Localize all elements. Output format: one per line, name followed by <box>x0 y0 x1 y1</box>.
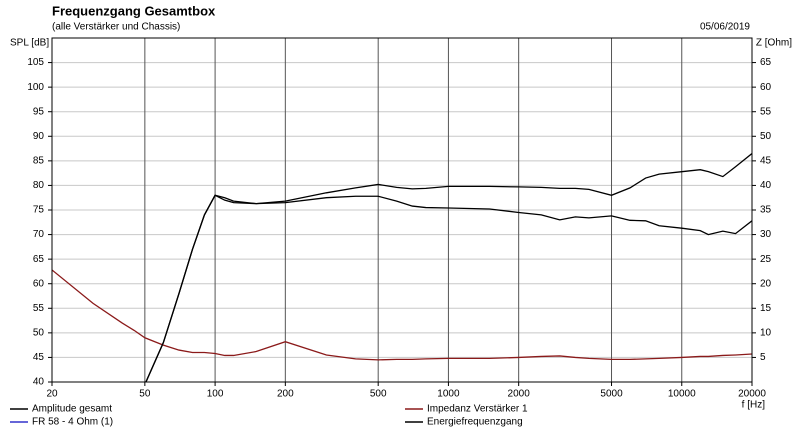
x-tick-label: 100 <box>207 389 224 400</box>
y2-tick-label: 55 <box>760 106 772 117</box>
x-tick-label: 10000 <box>668 389 696 400</box>
x-tick-label: 20000 <box>738 389 766 400</box>
y-tick-label: 60 <box>33 278 45 289</box>
chart-date: 05/06/2019 <box>700 22 750 33</box>
y-tick-label: 65 <box>33 254 45 265</box>
y-tick-label: 80 <box>33 180 45 191</box>
y-tick-label: 95 <box>33 106 45 117</box>
legend-label: FR 58 - 4 Ohm (1) <box>32 417 113 428</box>
legend-label: Energiefrequenzgang <box>427 417 523 428</box>
y2-tick-label: 20 <box>760 278 772 289</box>
x-tick-label: 2000 <box>508 389 531 400</box>
series-line <box>52 269 752 361</box>
chart-title: Frequenzgang Gesamtbox <box>52 3 216 18</box>
y2-tick-label: 35 <box>760 205 772 216</box>
y-tick-label: 105 <box>27 57 44 68</box>
x-axis-label: f [Hz] <box>742 400 766 411</box>
y2-tick-label: 60 <box>760 82 772 93</box>
y-tick-label: 50 <box>33 327 45 338</box>
y-tick-label: 75 <box>33 205 45 216</box>
y2-tick-label: 65 <box>760 57 772 68</box>
series-line <box>145 194 752 382</box>
y2-tick-label: 25 <box>760 254 772 265</box>
x-tick-label: 5000 <box>600 389 623 400</box>
y2-tick-label: 30 <box>760 229 772 240</box>
y-tick-label: 55 <box>33 303 45 314</box>
y2-tick-label: 50 <box>760 131 772 142</box>
y-tick-label: 90 <box>33 131 45 142</box>
y2-tick-label: 45 <box>760 155 772 166</box>
x-tick-label: 20 <box>46 389 58 400</box>
x-tick-label: 500 <box>370 389 387 400</box>
y-tick-label: 40 <box>33 377 45 388</box>
legend: Amplitude gesamt Impedanz Verstärker 1 FR … <box>10 404 528 428</box>
y2-tick-label: 10 <box>760 327 772 338</box>
y-tick-label: 70 <box>33 229 45 240</box>
y-tick-label: 100 <box>27 82 44 93</box>
y2-tick-label: 5 <box>760 352 766 363</box>
grid: 40 45 50 55 60 65 70 75 80 85 90 95 100 105 5 10 15 20 25 3… <box>27 38 772 400</box>
y-tick-label: 45 <box>33 352 45 363</box>
y-axis-label: SPL [dB] <box>10 38 49 49</box>
plot-frame <box>51 37 753 383</box>
chart-subtitle: (alle Verstärker und Chassis) <box>52 22 180 33</box>
series-line <box>145 152 752 382</box>
y2-tick-label: 15 <box>760 303 772 314</box>
x-tick-label: 50 <box>139 389 151 400</box>
x-tick-label: 200 <box>277 389 294 400</box>
y2-axis-label: Z [Ohm] <box>756 38 792 49</box>
y-tick-label: 85 <box>33 155 45 166</box>
legend-label: Impedanz Verstärker 1 <box>427 404 528 415</box>
legend-label: Amplitude gesamt <box>32 404 112 415</box>
y2-tick-label: 40 <box>760 180 772 191</box>
x-tick-label: 1000 <box>437 389 460 400</box>
plot-lines <box>52 152 752 382</box>
